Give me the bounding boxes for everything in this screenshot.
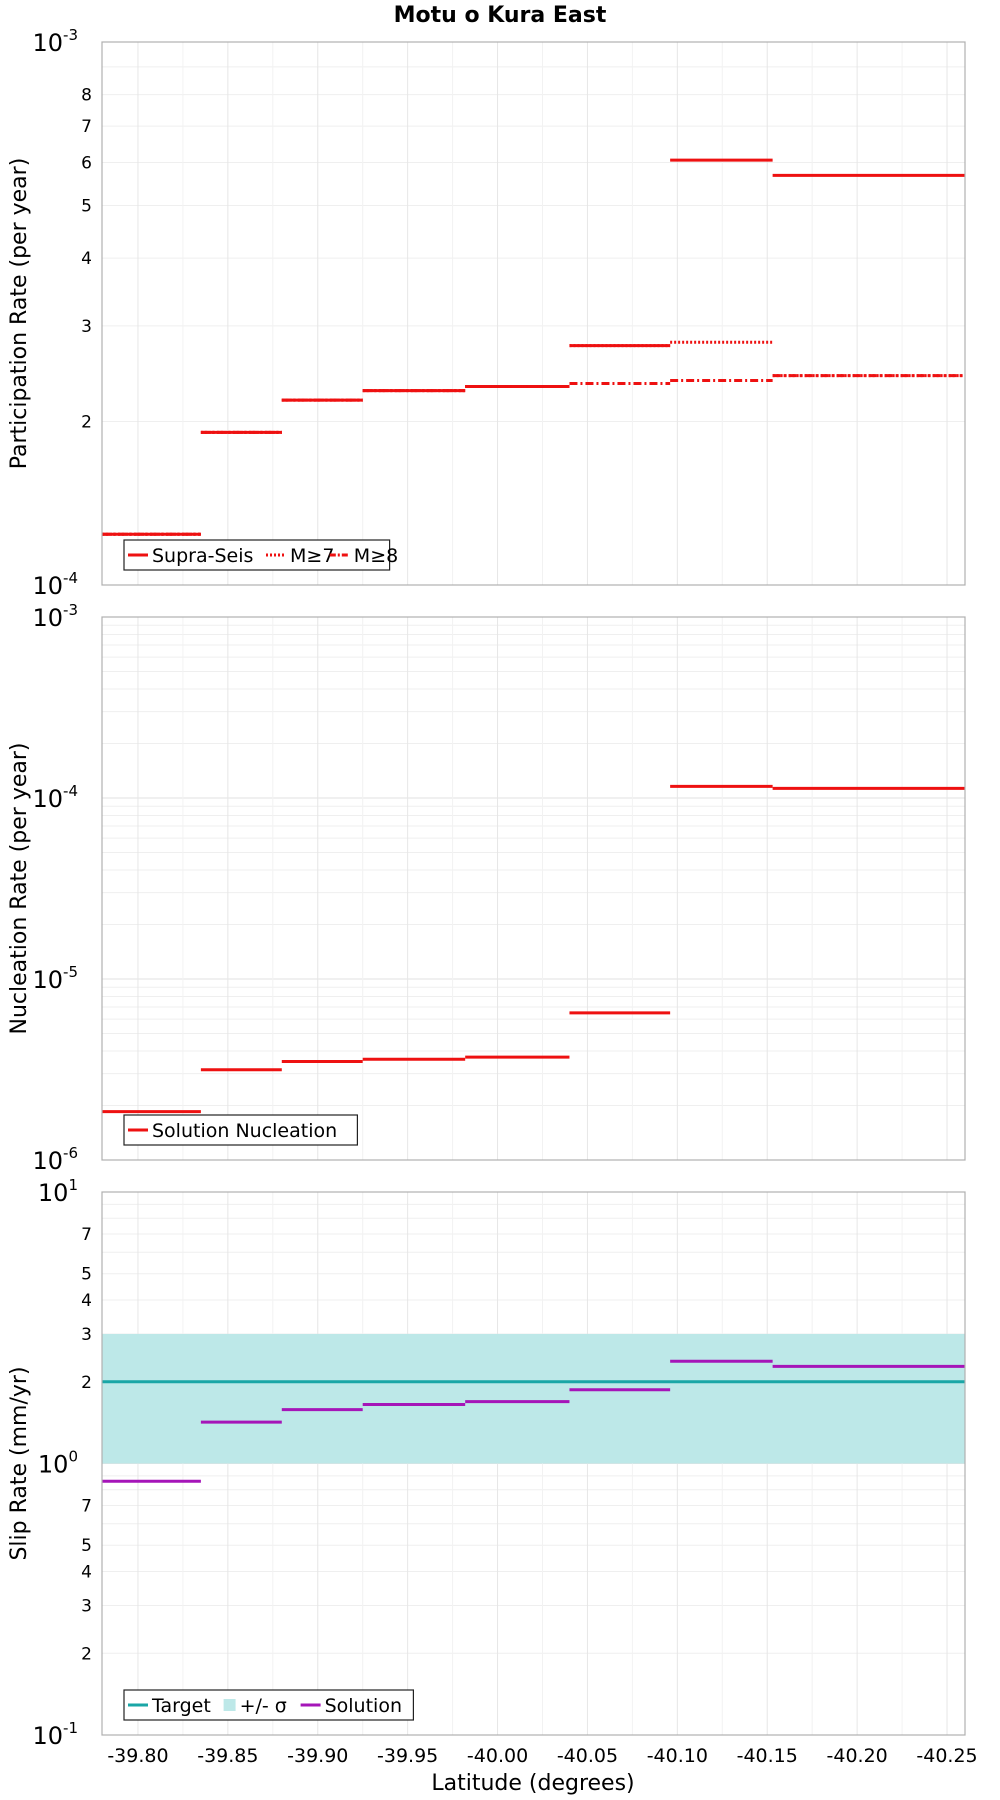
- x-axis-title: Latitude (degrees): [431, 1771, 634, 1796]
- y-tick-label: 8: [81, 86, 92, 106]
- plot-frame: [101, 1191, 966, 1736]
- x-tick-label: -40.05: [557, 1745, 618, 1767]
- y-tick-label: 101: [38, 1176, 78, 1207]
- plot-frame: [101, 616, 966, 1161]
- series-1: [102, 158, 965, 536]
- x-tick-label: -39.90: [287, 1745, 348, 1767]
- legend-label: +/- σ: [240, 1695, 287, 1717]
- x-tick-label: -40.15: [737, 1745, 798, 1767]
- y-axis-ticks: 10-3 10-4 10-5 10-6: [32, 601, 78, 1175]
- y-tick-label: 100: [38, 1448, 78, 1479]
- y-tick-label: 7: [81, 1497, 92, 1517]
- y-tick-label: 5: [81, 1265, 92, 1285]
- y-tick-label: 6: [81, 153, 92, 173]
- y-tick-label: 10-3: [32, 601, 78, 632]
- plot-frame: [101, 41, 966, 586]
- y-axis-title: Participation Rate (per year): [7, 158, 32, 470]
- y-tick-label: 4: [81, 249, 92, 269]
- y-axis-title: Nucleation Rate (per year): [7, 743, 32, 1035]
- x-tick-label: -40.20: [827, 1745, 888, 1767]
- x-tick-label: -39.85: [197, 1745, 258, 1767]
- y-tick-label: 3: [81, 1596, 92, 1616]
- y-tick-label: 10-4: [32, 569, 78, 600]
- y-tick-label: 10-5: [32, 963, 78, 994]
- x-tick-label: -39.95: [377, 1745, 438, 1767]
- x-tick-label: -39.80: [107, 1745, 168, 1767]
- y-tick-label: 2: [81, 1644, 92, 1664]
- chart-panels: 10-3 8 7 6 5 4 3 2 10-4 Participation Rate (per y…: [7, 26, 966, 1750]
- legend-swatch: [223, 1699, 236, 1711]
- y-tick-label: 4: [81, 1563, 92, 1583]
- y-tick-label: 2: [81, 413, 92, 433]
- legend: Target +/- σ Solution: [123, 1689, 414, 1721]
- chart-title: Motu o Kura East: [394, 3, 607, 28]
- legend: Solution Nucleation: [123, 1114, 358, 1146]
- legend-box: [123, 1689, 414, 1721]
- y-tick-label: 3: [81, 317, 92, 337]
- legend-label: M≥7: [290, 545, 334, 567]
- series-2: [102, 1359, 965, 1483]
- x-tick-label: -40.25: [916, 1745, 977, 1767]
- legend-label: Target: [151, 1695, 211, 1717]
- y-tick-label: 7: [81, 1225, 92, 1245]
- x-axis: -39.80 -39.85 -39.90 -39.95 -40.00 -40.05 -40.…: [107, 1745, 977, 1767]
- panel-1: 10-3 8 7 6 5 4 3 2 10-4 Participation Rate (per y…: [7, 26, 966, 600]
- legend-label: Supra-Seis: [152, 545, 253, 567]
- series-3: [102, 374, 965, 536]
- y-tick-label: 5: [81, 196, 92, 216]
- y-tick-label: 10-1: [32, 1719, 78, 1750]
- y-axis-title: Slip Rate (mm/yr): [7, 1366, 32, 1560]
- grid: [102, 617, 965, 1161]
- y-tick-label: 10-6: [32, 1144, 78, 1175]
- x-tick-label: -40.10: [647, 1745, 708, 1767]
- legend-label: Solution Nucleation: [152, 1120, 337, 1142]
- legend: Supra-Seis M≥7 M≥8: [123, 539, 398, 571]
- y-axis-ticks: 10-3 8 7 6 5 4 3 2 10-4: [32, 26, 92, 600]
- series-1: [102, 784, 965, 1114]
- grid: [102, 42, 965, 586]
- sigma-band: [102, 1333, 965, 1464]
- series-2: [102, 340, 965, 536]
- panel-2: 10-3 10-4 10-5 10-6 Nucleation Rate (per yea…: [7, 601, 966, 1175]
- y-tick-label: 7: [81, 117, 92, 137]
- y-tick-label: 10-4: [32, 782, 78, 813]
- legend-box: [123, 1114, 358, 1146]
- y-tick-label: 2: [81, 1373, 92, 1393]
- y-tick-label: 4: [81, 1291, 92, 1311]
- x-tick-label: -40.00: [467, 1745, 528, 1767]
- y-tick-label: 5: [81, 1536, 92, 1556]
- y-tick-label: 10-3: [32, 26, 78, 57]
- legend-label: M≥8: [354, 545, 398, 567]
- y-tick-label: 3: [81, 1325, 92, 1345]
- legend-label: Solution: [325, 1695, 402, 1717]
